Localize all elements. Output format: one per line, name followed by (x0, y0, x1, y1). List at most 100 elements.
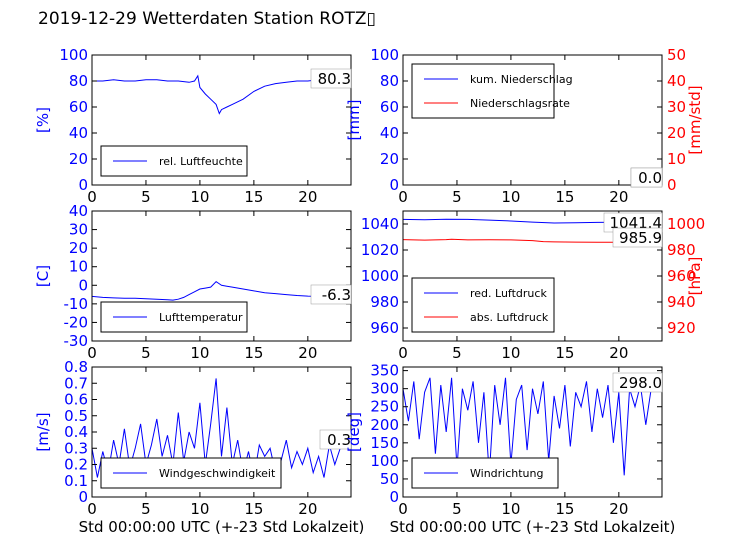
y-tick-label: 0.5 (64, 407, 88, 425)
y-tick-label: 0.6 (64, 391, 88, 409)
y-tick-label: 100 (59, 46, 88, 64)
y-tick-label: 80 (380, 72, 399, 90)
y2-axis-label: [hPa] (686, 257, 704, 296)
y-tick-label: 20 (69, 150, 88, 168)
y-tick-label: 40 (69, 202, 88, 220)
last-value-box (310, 68, 352, 89)
y-tick-label: 20 (380, 150, 399, 168)
legend-box (411, 277, 555, 333)
y-tick-label: 1000 (361, 267, 399, 285)
x-tick-label: 15 (244, 500, 263, 518)
chart-windspeed: 0 5 10 15 2000.10.20.30.40.50.60.70.8[m/s]Wi… (34, 358, 352, 518)
x-tick-label: 0 (398, 500, 408, 518)
y-axis-label: [deg] (345, 412, 363, 452)
axes-frame (402, 54, 663, 186)
y2-tick-label: 50 (667, 46, 686, 64)
legend-label: Niederschlagsrate (470, 97, 570, 110)
last-value-label: 1041.4 (610, 214, 663, 232)
y2-tick-label: 20 (667, 124, 686, 142)
last-value-label: 298.0 (619, 374, 662, 392)
last-value-label: 985.9 (619, 229, 662, 247)
y-tick-label: 0.7 (64, 374, 88, 392)
legend-label: abs. Luftdruck (470, 311, 549, 324)
x-tick-label: 20 (609, 344, 628, 362)
x-tick-label: 10 (501, 500, 520, 518)
y-tick-label: 0 (78, 176, 88, 194)
legend-label: kum. Niederschlag (470, 73, 573, 86)
x-tick-label: 5 (452, 344, 462, 362)
x-axis-label: Std 00:00:00 UTC (+-23 Std Lokalzeit) (79, 518, 365, 536)
y-tick-label: 0 (78, 276, 88, 294)
y-tick-label: 60 (380, 98, 399, 116)
last-value-label: 0.0 (638, 169, 662, 187)
x-tick-label: 20 (298, 188, 317, 206)
y-axis-label: [C] (34, 265, 52, 287)
y-tick-label: 80 (69, 72, 88, 90)
series-line-humidity-0 (92, 74, 351, 115)
y-tick-label: 0.3 (64, 439, 88, 457)
legend-label: Windgeschwindigkeit (159, 467, 276, 480)
x-tick-label: 15 (555, 500, 574, 518)
chart-humidity: 0 5 10 15 20 0 20 40 60 80 100 [%] rel. Luftfeuchte 8… (34, 46, 352, 206)
y-tick-label: 0 (389, 488, 399, 506)
last-value-box (630, 167, 663, 188)
x-tick-label: 10 (501, 188, 520, 206)
x-tick-label: 5 (141, 344, 151, 362)
x-tick-label: 15 (244, 188, 263, 206)
x-tick-label: 10 (190, 344, 209, 362)
x-tick-label: 20 (298, 500, 317, 518)
y-tick-label: 0 (78, 488, 88, 506)
y-tick-label: 0.2 (64, 456, 88, 474)
x-tick-label: 5 (452, 500, 462, 518)
y-tick-label: 50 (380, 470, 399, 488)
chart-precipitation: 0 5 10 15 20 0 20 40 60 80 100 0 10 20 30 40 50 [mm] [mm/s… (345, 46, 704, 206)
x-tick-label: 0 (398, 188, 408, 206)
y-tick-label: -20 (64, 313, 89, 331)
x-tick-label: 15 (555, 344, 574, 362)
y-tick-label: 980 (370, 293, 399, 311)
legend-label: rel. Luftfeuchte (159, 155, 243, 168)
y2-axis-label: [mm/std] (686, 85, 704, 154)
y-tick-label: 0.4 (64, 423, 88, 441)
y-tick-label: 960 (370, 319, 399, 337)
y-axis-label: [m/s] (34, 412, 52, 451)
y-tick-label: 300 (370, 380, 399, 398)
last-value-box (612, 372, 663, 393)
legend-label: Lufttemperatur (159, 311, 243, 324)
legend-box (411, 63, 555, 119)
y-tick-label: 40 (69, 124, 88, 142)
x-tick-label: 5 (141, 500, 151, 518)
x-tick-label: 0 (87, 500, 97, 518)
axes-frame (91, 210, 352, 342)
figure-title: 2019-12-29 Wetterdaten Station ROTZ▯ (38, 9, 376, 29)
series-line-winddirection-0 (403, 377, 657, 476)
last-value-label: -6.3 (322, 286, 351, 304)
y-tick-label: 0.1 (64, 472, 88, 490)
x-axis-label: Std 00:00:00 UTC (+-23 Std Lokalzeit) (390, 518, 676, 536)
y-tick-label: -30 (64, 332, 89, 350)
y-tick-label: 20 (69, 239, 88, 257)
x-tick-label: 10 (501, 344, 520, 362)
y2-tick-label: 940 (667, 293, 696, 311)
x-tick-label: 0 (87, 344, 97, 362)
series-line-pressure-1 (403, 238, 662, 243)
last-value-box (310, 284, 352, 305)
y-tick-label: 250 (370, 398, 399, 416)
y-tick-label: 0.8 (64, 358, 88, 376)
y-axis-label: [mm] (345, 100, 363, 141)
y2-tick-label: 960 (667, 267, 696, 285)
chart-temperature: 0 5 10 15 20-30-20-10010203040[C]Lufttempera… (34, 202, 352, 362)
y2-tick-label: 980 (667, 241, 696, 259)
x-tick-label: 5 (141, 188, 151, 206)
y-tick-label: 60 (69, 98, 88, 116)
y-tick-label: 100 (370, 452, 399, 470)
x-tick-label: 15 (555, 188, 574, 206)
x-tick-label: 20 (298, 344, 317, 362)
y2-tick-label: 0 (667, 176, 677, 194)
last-value-box (612, 227, 663, 248)
axes-frame (91, 54, 352, 186)
y-tick-label: 350 (370, 362, 399, 380)
chart-winddirection: 0 5 10 15 20050100150200250300350[deg]Windri… (345, 362, 663, 518)
